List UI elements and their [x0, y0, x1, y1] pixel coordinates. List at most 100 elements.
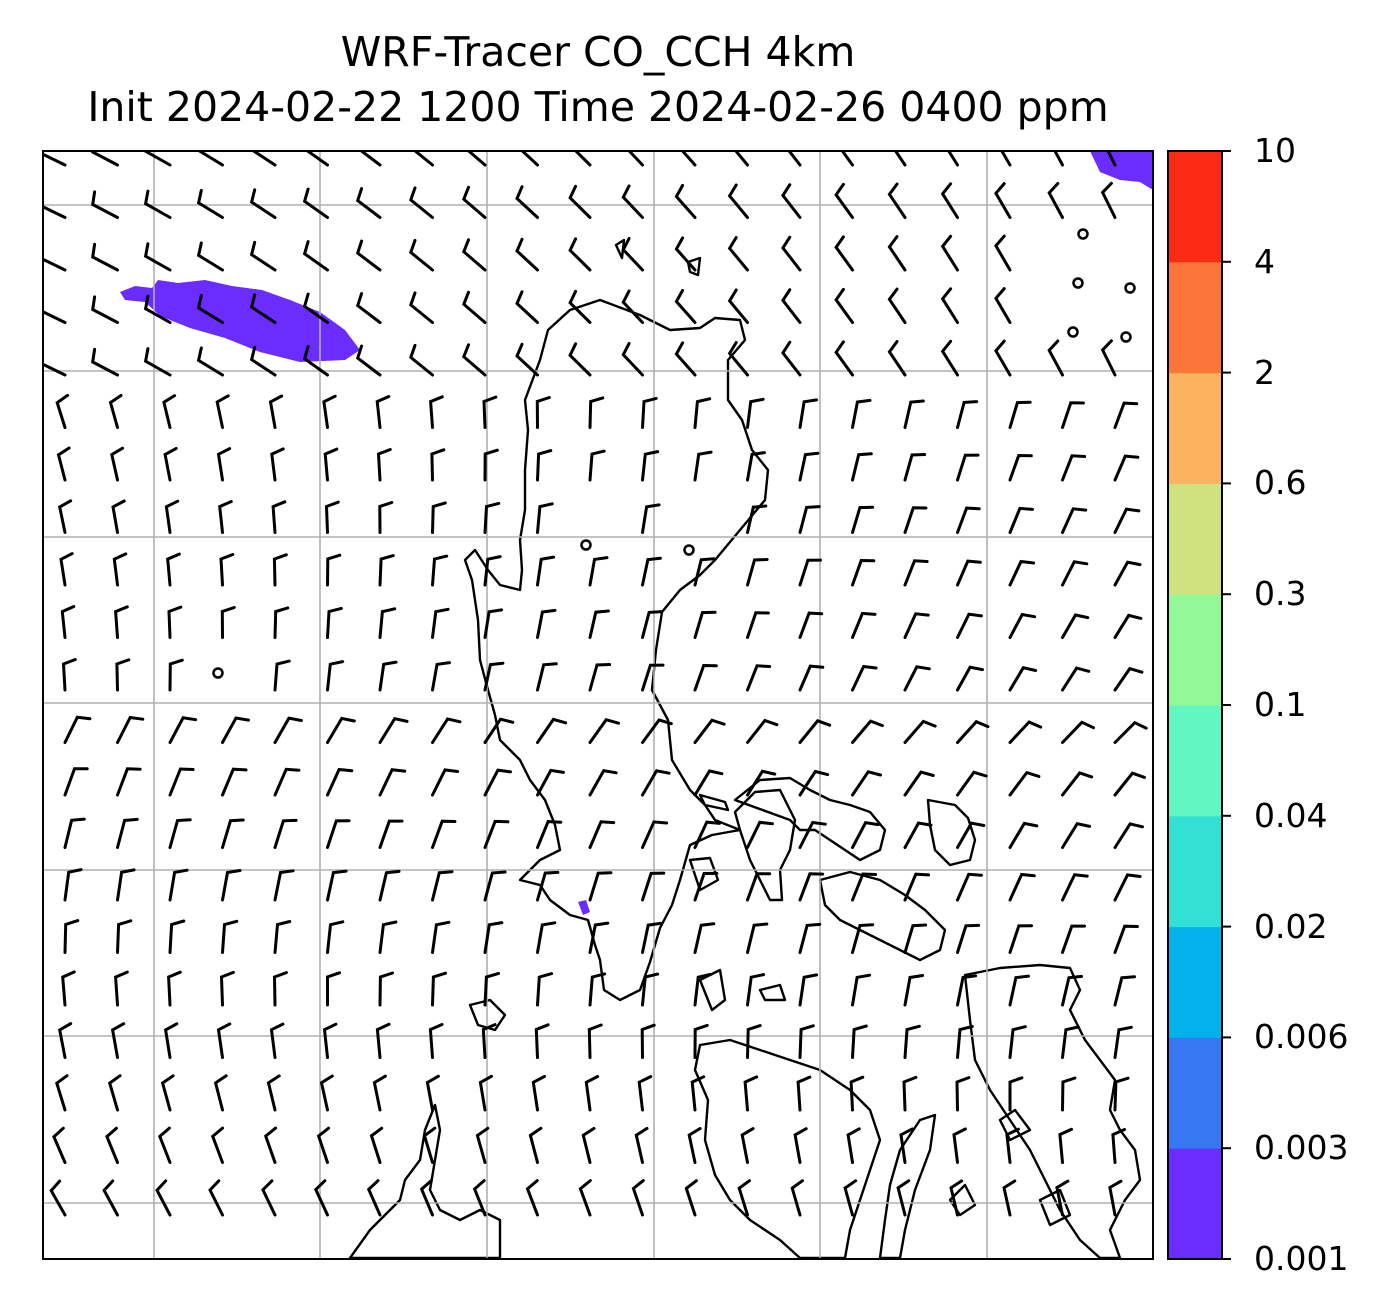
wind-barb-232 [483, 717, 515, 744]
wind-barb-129 [430, 448, 446, 482]
wind-barb-46 [249, 240, 277, 272]
wind-barb-6 [359, 151, 382, 167]
wind-barb-228 [273, 716, 303, 744]
wind-barb-219 [903, 665, 931, 692]
wind-barb-331 [167, 970, 182, 1007]
wind-barb-286 [1113, 822, 1144, 849]
wind-barb-287 [63, 868, 83, 902]
wind-barb-271 [326, 819, 351, 849]
colorbar-label-2: 0.006 [1254, 1017, 1349, 1057]
colorbar-bin-3 [1168, 815, 1222, 928]
calm-wind-marker-1 [580, 539, 592, 551]
wind-barb-186 [220, 606, 236, 639]
wind-barb-370 [1113, 1025, 1133, 1059]
coastline-south-landmass [693, 1038, 882, 1259]
wind-barb-369 [1061, 1025, 1080, 1059]
wind-barb-64 [196, 294, 224, 324]
wind-barb-399 [422, 1126, 437, 1164]
colorbar-bin-2 [1168, 926, 1222, 1038]
wind-barb-113 [693, 397, 712, 429]
colorbar-bin-1 [1168, 1037, 1222, 1149]
wind-barb-272 [378, 819, 404, 849]
wind-barb-61 [43, 310, 67, 324]
wind-barb-250 [326, 767, 354, 797]
wind-barb-298 [641, 871, 666, 902]
calm-wind-marker-4 [1072, 277, 1084, 289]
wind-barb-119 [1008, 400, 1032, 429]
map-frame [42, 150, 1154, 1260]
tracer-plume-center [578, 900, 590, 915]
wind-barb-148 [324, 500, 340, 534]
wind-barb-49 [409, 238, 434, 272]
wind-barb-329 [61, 970, 76, 1007]
wind-barb-20 [1106, 151, 1117, 167]
wind-barb-431 [1002, 1179, 1017, 1217]
wind-barb-240 [903, 719, 937, 744]
wind-barb-414 [102, 1179, 119, 1217]
wind-barb-381 [584, 1075, 600, 1112]
wind-barb-411 [1058, 1127, 1073, 1164]
wind-barb-4 [250, 151, 277, 167]
wind-barb-202 [1061, 613, 1090, 639]
wind-barb-0 [43, 152, 67, 167]
wind-barb-198 [851, 611, 877, 639]
wind-barb-235 [641, 718, 673, 744]
wind-barb-236 [693, 718, 726, 744]
wind-barb-386 [849, 1075, 865, 1112]
wind-barb-65 [249, 293, 277, 324]
wind-barb-51 [515, 237, 539, 272]
tracer-plume-northeast [1090, 151, 1153, 190]
wind-barb-425 [684, 1179, 698, 1217]
wind-barb-111 [588, 396, 605, 429]
wind-barb-360 [587, 1023, 603, 1059]
wind-barb-139 [956, 453, 980, 482]
wind-barb-395 [210, 1126, 224, 1164]
wind-barb-80 [43, 362, 67, 377]
wind-barb-105 [268, 394, 284, 429]
wind-barb-296 [536, 870, 560, 902]
wind-barb-246 [116, 767, 142, 797]
wind-barb-217 [798, 664, 825, 692]
calm-wind-marker-6 [1067, 326, 1079, 338]
coastline-south-islands [878, 1113, 937, 1259]
coastline-east-island [926, 798, 977, 867]
wind-barb-359 [534, 1023, 550, 1059]
wind-barb-393 [105, 1126, 119, 1164]
wind-barb-32 [621, 184, 644, 219]
wind-barb-433 [1108, 1179, 1123, 1217]
wind-barb-19 [1053, 151, 1064, 167]
wind-barb-340 [641, 972, 660, 1007]
wind-barb-302 [851, 872, 878, 902]
wind-barb-227 [221, 716, 250, 744]
wind-barb-156 [851, 505, 875, 534]
wind-barb-203 [1113, 613, 1143, 639]
wind-barb-398 [369, 1126, 384, 1164]
wind-barb-428 [843, 1179, 858, 1217]
wind-barb-318 [588, 921, 610, 954]
wind-barb-427 [790, 1179, 804, 1217]
wind-barb-387 [902, 1075, 918, 1112]
wind-barb-147 [271, 500, 287, 534]
wind-barb-29 [462, 185, 487, 219]
wind-barb-342 [746, 973, 766, 1007]
wind-barb-149 [378, 501, 394, 534]
wind-barb-126 [270, 447, 285, 482]
wind-barb-41 [1100, 181, 1117, 219]
wind-barb-84 [249, 345, 277, 377]
wind-barb-325 [956, 923, 981, 954]
wind-barb-245 [63, 767, 89, 797]
wind-barb-55 [727, 236, 749, 272]
wind-barb-98 [994, 339, 1012, 377]
wind-barb-401 [528, 1126, 543, 1164]
wind-barb-181 [1061, 560, 1089, 587]
wind-barb-322 [798, 922, 822, 954]
wind-barb-110 [535, 396, 551, 429]
wind-barb-95 [834, 340, 854, 377]
wind-barb-22 [91, 190, 119, 219]
wind-barb-154 [746, 504, 768, 534]
wind-barb-177 [851, 558, 876, 587]
wind-barb-216 [746, 664, 772, 692]
wind-barb-57 [834, 235, 854, 272]
wind-barb-416 [208, 1179, 224, 1217]
wind-barb-371 [55, 1074, 69, 1112]
